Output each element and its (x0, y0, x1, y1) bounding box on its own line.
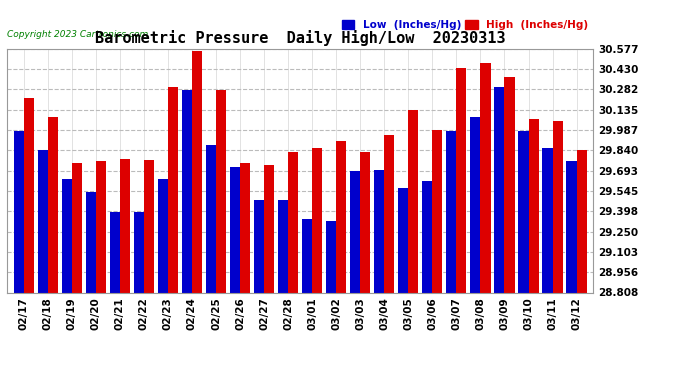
Bar (192, 51, 202, 292)
Bar (553, 122, 562, 292)
Bar (480, 63, 491, 292)
Bar (433, 130, 442, 292)
Bar (577, 150, 586, 292)
Bar (158, 179, 168, 292)
Bar (216, 90, 226, 292)
Bar (542, 147, 553, 292)
Bar (61, 179, 72, 292)
Bar (422, 181, 433, 292)
Bar (144, 160, 154, 292)
Bar (264, 165, 274, 292)
Bar (120, 159, 130, 292)
Bar (566, 161, 577, 292)
Bar (446, 131, 456, 292)
Bar (350, 171, 360, 292)
Bar (206, 145, 216, 292)
Bar (230, 167, 240, 292)
Bar (312, 147, 322, 292)
Bar (254, 200, 264, 292)
Bar (336, 141, 346, 292)
Bar (86, 192, 96, 292)
Bar (168, 87, 178, 292)
Bar (494, 87, 504, 292)
Bar (110, 212, 120, 292)
Bar (14, 131, 23, 292)
Bar (288, 152, 298, 292)
Bar (471, 117, 480, 292)
Bar (518, 131, 529, 292)
Text: Copyright 2023 Cartronics.com: Copyright 2023 Cartronics.com (7, 30, 148, 39)
Bar (384, 135, 395, 292)
Bar (374, 170, 384, 292)
Bar (240, 163, 250, 292)
Title: Barometric Pressure  Daily High/Low  20230313: Barometric Pressure Daily High/Low 20230… (95, 30, 506, 46)
Bar (38, 150, 48, 292)
Bar (456, 68, 466, 292)
Bar (72, 163, 82, 292)
Bar (326, 220, 336, 292)
Bar (182, 90, 192, 292)
Bar (504, 77, 515, 292)
Bar (398, 188, 408, 292)
Bar (23, 98, 34, 292)
Legend: Low  (Inches/Hg), High  (Inches/Hg): Low (Inches/Hg), High (Inches/Hg) (342, 20, 588, 30)
Bar (96, 161, 106, 292)
Bar (529, 118, 539, 292)
Bar (134, 212, 144, 292)
Bar (48, 117, 58, 292)
Bar (278, 200, 288, 292)
Bar (408, 110, 418, 292)
Bar (302, 219, 312, 292)
Bar (360, 152, 371, 292)
